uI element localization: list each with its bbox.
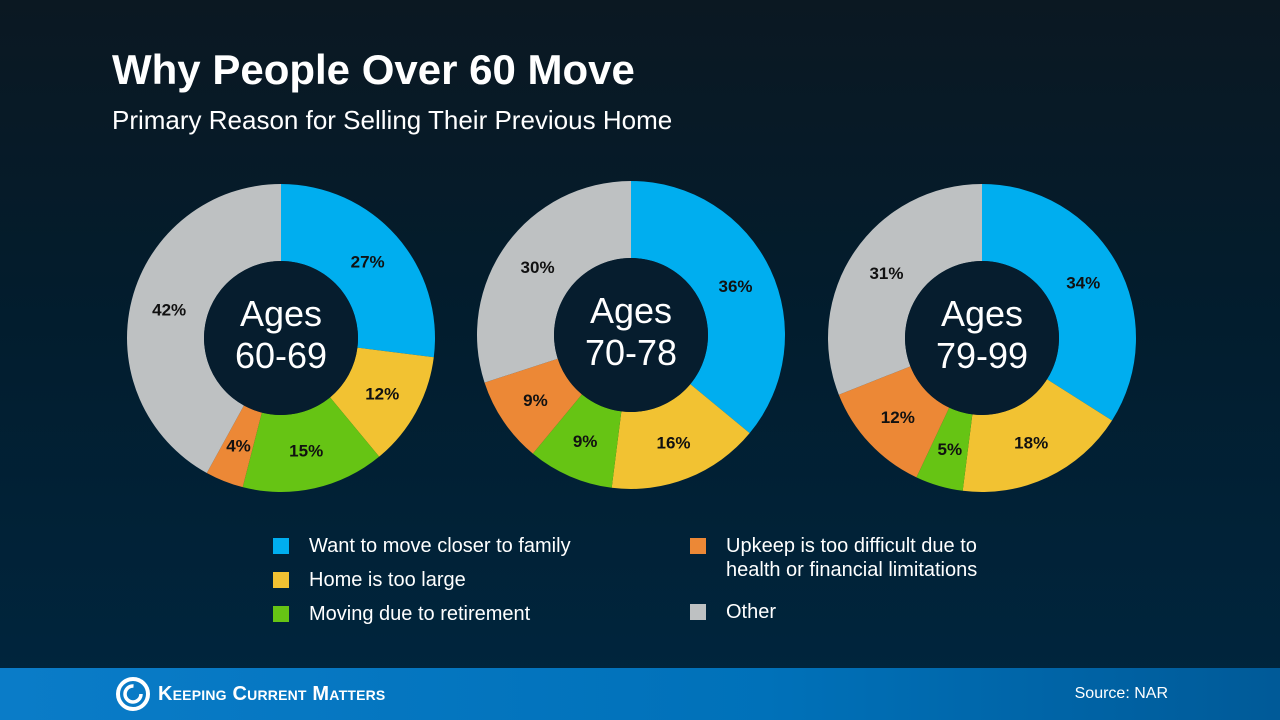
donut-slice (330, 347, 434, 457)
brand-name: Keeping Current Matters (158, 682, 386, 705)
donut-hole (204, 261, 358, 415)
donut-slice (242, 397, 380, 492)
donut-slice (476, 181, 631, 383)
data-label: 36% (718, 277, 752, 296)
donut-slice (484, 358, 582, 454)
data-label: 42% (152, 300, 186, 319)
data-label: 15% (289, 442, 323, 461)
legend-swatch (690, 604, 706, 620)
data-label: 31% (869, 264, 903, 283)
donut-hole (554, 258, 708, 412)
legend-label: Upkeep is too difficult due to (726, 535, 977, 557)
source-note: Source: NAR (1074, 685, 1168, 702)
donut-slice (206, 405, 262, 488)
donut-hole (905, 261, 1059, 415)
donut-slice (631, 181, 786, 434)
legend-swatch (273, 572, 289, 588)
donut-slice (827, 184, 982, 395)
donut-slice (962, 379, 1113, 493)
center-label: Ages (240, 293, 322, 334)
swirl-logo-icon (116, 677, 150, 711)
data-label: 18% (1014, 434, 1048, 453)
data-label: 4% (226, 436, 251, 455)
legend-swatch (690, 538, 706, 554)
data-label: 27% (351, 253, 385, 272)
brand-logo: Keeping Current Matters (116, 677, 385, 711)
legend-label: Other (726, 601, 777, 623)
donut-slice (532, 394, 622, 488)
legend-label: Moving due to retirement (309, 603, 531, 625)
legend-swatch (273, 538, 289, 554)
donut-slice (838, 366, 950, 478)
data-label: 9% (523, 391, 548, 410)
donut-slice (126, 183, 281, 473)
data-label: 16% (657, 433, 691, 452)
data-label: 30% (521, 258, 555, 277)
chart-title: Why People Over 60 Move (112, 46, 635, 93)
legend-swatch (273, 606, 289, 622)
center-label: 60-69 (235, 335, 327, 376)
legend-label: Home is too large (309, 569, 466, 591)
donut-slice (281, 184, 436, 358)
data-label: 34% (1066, 273, 1100, 292)
legend-label: Want to move closer to family (309, 535, 571, 557)
center-label: 79-99 (936, 335, 1028, 376)
donut-slice (916, 407, 973, 491)
donut-slice (611, 384, 750, 490)
donut-slice (982, 184, 1136, 421)
data-label: 12% (881, 408, 915, 427)
center-label: Ages (941, 293, 1023, 334)
donut-charts: 27%12%15%4%42% Ages60-6936%16%9%9%30%Ages… (126, 181, 1136, 493)
data-label: 5% (937, 440, 962, 459)
data-label: 12% (365, 385, 399, 404)
legend-label-line2: health or financial limitations (726, 559, 978, 581)
data-label: 9% (573, 432, 598, 451)
center-label: Ages (590, 290, 672, 331)
center-label: 70-78 (585, 332, 677, 373)
footer-bar: Keeping Current Matters Source: NAR (0, 668, 1280, 720)
chart-subtitle: Primary Reason for Selling Their Previou… (112, 105, 673, 135)
